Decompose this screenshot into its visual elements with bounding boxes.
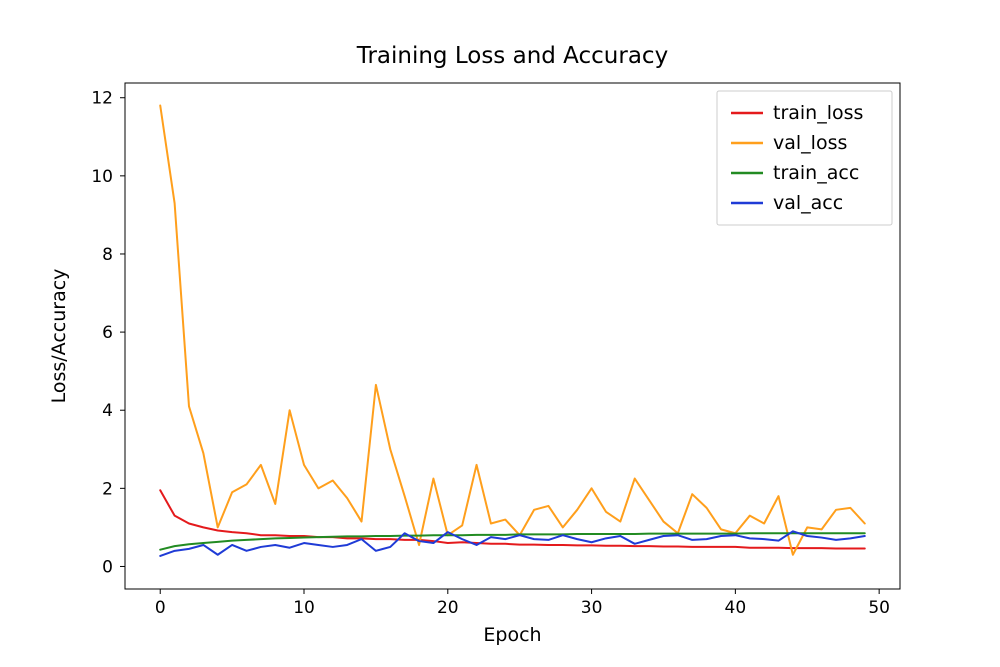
x-tick-label: 20 (437, 598, 459, 618)
y-tick-label: 12 (91, 89, 113, 109)
chart-title: Training Loss and Accuracy (356, 43, 668, 69)
x-axis-label: Epoch (483, 624, 541, 646)
y-tick-label: 2 (102, 479, 113, 499)
y-tick-label: 0 (102, 557, 113, 577)
chart-container: 0 10 20 30 40 50 0 2 4 6 8 10 12 Epoch Loss/Accuracy Tr… (0, 0, 1000, 667)
y-tick-label: 4 (102, 401, 113, 421)
y-tick-label: 10 (91, 167, 113, 187)
x-tick-label: 40 (725, 598, 747, 618)
y-axis-label: Loss/Accuracy (48, 269, 70, 404)
legend-label-val_loss: val_loss (773, 132, 847, 154)
y-tick-label: 6 (102, 323, 113, 343)
legend: train_loss val_loss train_acc val_acc (717, 91, 892, 225)
legend-label-train_loss: train_loss (773, 102, 863, 124)
training-chart: 0 10 20 30 40 50 0 2 4 6 8 10 12 Epoch Loss/Accuracy Tr… (0, 0, 1000, 667)
legend-label-train_acc: train_acc (773, 162, 859, 184)
x-tick-label: 10 (293, 598, 315, 618)
x-tick-label: 30 (581, 598, 603, 618)
y-tick-label: 8 (102, 245, 113, 265)
x-tick-label: 0 (155, 598, 166, 618)
legend-label-val_acc: val_acc (773, 192, 843, 214)
x-tick-label: 50 (868, 598, 890, 618)
